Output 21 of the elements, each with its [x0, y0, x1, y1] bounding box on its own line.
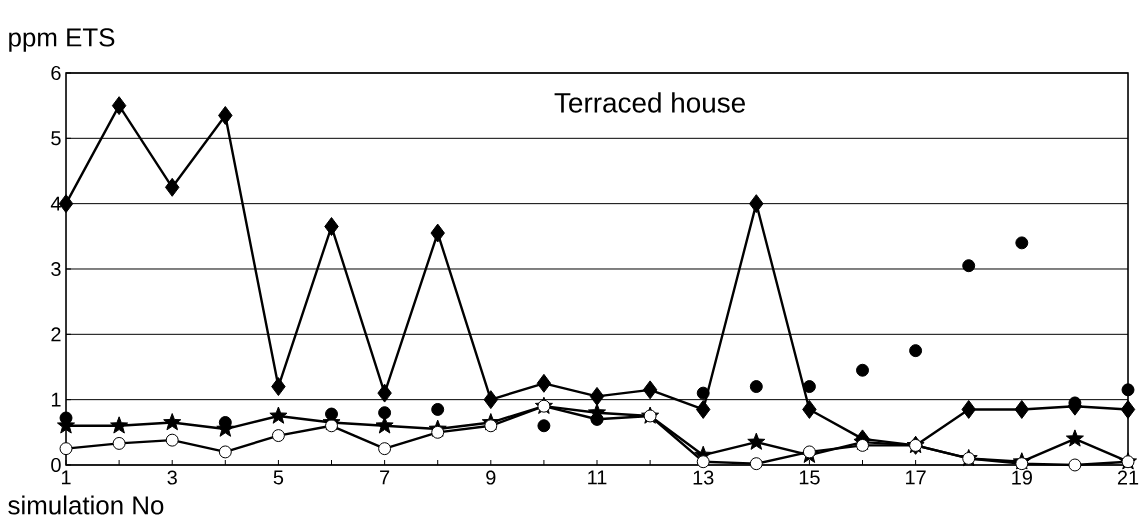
x-tick-label: 17 [906, 470, 926, 485]
x-tick-label: 11 [588, 470, 607, 485]
x-tick-label: 9 [486, 470, 496, 485]
y-axis-title: ppm ETS [9, 28, 115, 52]
x-tick-label: 7 [380, 470, 390, 485]
y-tick-label: 3 [51, 261, 61, 277]
x-tick-label: 21 [1117, 470, 1139, 485]
x-tick-label: 1 [61, 470, 71, 485]
x-tick-label: 3 [167, 470, 177, 485]
x-tick-label: 15 [799, 470, 820, 485]
y-tick-label: 6 [51, 65, 61, 81]
x-tick-label: 19 [1012, 470, 1032, 485]
y-tick-label: 4 [50, 196, 61, 211]
x-axis-title: simulation No [8, 495, 164, 515]
y-tick-label: 5 [51, 131, 61, 146]
text: Terraced house [554, 92, 745, 113]
y-tick-label: 0 [51, 457, 61, 473]
y-tick-label: 2 [51, 327, 61, 342]
y-tick-label: 1 [51, 392, 61, 407]
x-tick-label: 13 [693, 470, 714, 485]
x-tick-label: 5 [273, 470, 284, 485]
